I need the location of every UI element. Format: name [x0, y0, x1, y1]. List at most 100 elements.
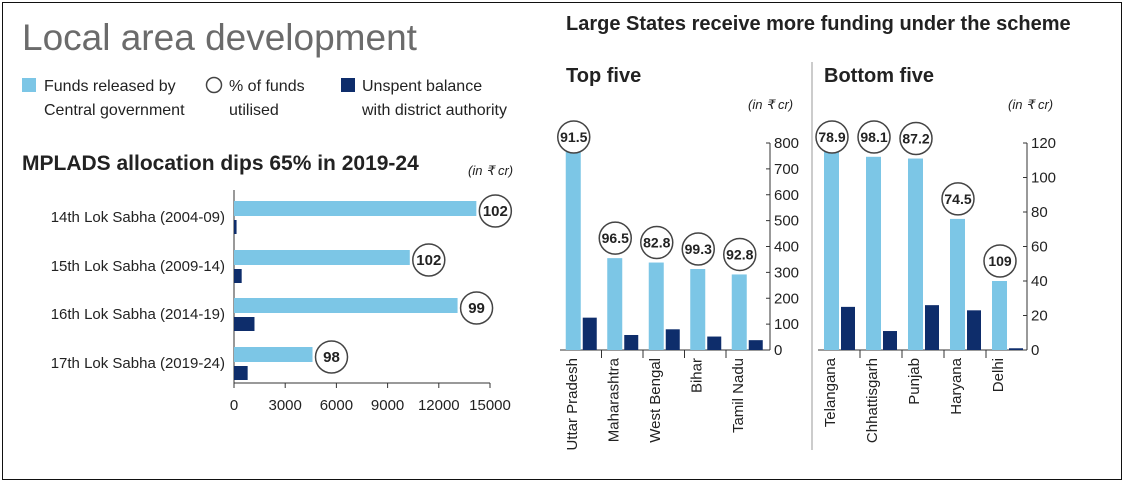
x-tick-label: 12000: [418, 397, 460, 414]
y-tick-label: 0: [1031, 342, 1039, 359]
pct-circle: [857, 120, 891, 154]
bar-unspent: [234, 269, 242, 283]
legend-label-pct-line1: % of funds: [229, 78, 305, 95]
bar-funds: [234, 347, 313, 362]
chart-bottom-five: 0 20 40 60 80 100 120 78.9 Telangana 98.1 Chhattis…: [815, 120, 1056, 443]
pct-label: 98: [323, 349, 340, 366]
x-tick-label: 15000: [469, 397, 511, 414]
category-label: Delhi: [990, 358, 1007, 392]
chart-title-mplads: MPLADS allocation dips 65% in 2019-24: [22, 152, 419, 175]
bar-unspent: [883, 331, 897, 350]
bar-funds: [565, 143, 581, 350]
bar-funds: [731, 274, 747, 350]
bar-unspent: [624, 334, 639, 350]
x-tick-label: 0: [230, 397, 238, 414]
bar-unspent: [1009, 348, 1023, 350]
category-label: Maharashtra: [605, 357, 622, 442]
bar-funds: [690, 269, 706, 350]
y-tick-label: 100: [1031, 170, 1056, 187]
pct-label: 98.1: [860, 129, 887, 145]
bar-unspent: [707, 336, 722, 350]
legend-swatch-funds: [22, 78, 36, 92]
bar-unspent: [925, 305, 939, 350]
bar-unspent: [748, 340, 763, 350]
y-tick-label: 600: [774, 187, 799, 204]
bar-unspent: [967, 310, 981, 350]
y-tick-label: 400: [774, 239, 799, 256]
category-label: 15th Lok Sabha (2009-14): [51, 258, 225, 275]
category-label: 17th Lok Sabha (2019-24): [51, 355, 225, 372]
bar-funds: [908, 158, 923, 350]
y-tick-label: 40: [1031, 273, 1048, 290]
legend-label-unspent-line2: with district authority: [361, 102, 507, 119]
category-label: Telangana: [822, 357, 839, 427]
category-label: Uttar Pradesh: [564, 358, 581, 451]
bar-unspent: [582, 317, 597, 350]
pct-circle: [557, 120, 591, 154]
y-tick-label: 100: [774, 316, 799, 333]
bar-funds: [824, 143, 839, 350]
pct-label: 109: [988, 253, 1012, 269]
legend-label-pct-line2: utilised: [229, 102, 279, 119]
bar-unspent: [234, 366, 248, 380]
panel-title-right: Large States receive more funding under …: [566, 13, 1071, 35]
x-tick-label: 9000: [371, 397, 404, 414]
panel-title: Local area development: [22, 17, 418, 58]
category-label: Chhattisgarh: [864, 358, 881, 443]
y-tick-label: 120: [1031, 135, 1056, 152]
bar-funds: [234, 298, 458, 313]
pct-label: 102: [483, 203, 508, 220]
chart-unit-bottom-five: (in ₹ cr): [1008, 97, 1053, 112]
pct-label: 99: [468, 300, 485, 317]
chart-title-top-five: Top five: [566, 65, 641, 87]
pct-circle: [899, 121, 933, 156]
category-label: Bihar: [688, 358, 705, 393]
y-tick-label: 800: [774, 135, 799, 152]
legend-label-unspent-line1: Unspent balance: [362, 78, 482, 95]
category-label: Tamil Nadu: [730, 358, 747, 433]
bar-unspent: [234, 220, 237, 234]
y-tick-label: 700: [774, 161, 799, 178]
legend-swatch-unspent: [341, 78, 355, 92]
y-tick-label: 500: [774, 213, 799, 230]
bar-funds: [648, 262, 664, 350]
pct-label: 92.8: [726, 246, 753, 262]
bar-unspent: [234, 317, 255, 331]
category-label: 16th Lok Sabha (2014-19): [51, 306, 225, 323]
pct-label: 99.3: [685, 241, 712, 257]
bar-funds: [607, 258, 623, 350]
x-tick-label: 6000: [320, 397, 353, 414]
pct-circle: [478, 194, 513, 228]
pct-circle: [412, 243, 446, 277]
pct-circle: [459, 291, 494, 325]
bar-funds: [866, 156, 881, 350]
pct-circle: [640, 225, 674, 260]
pct-label: 78.9: [818, 129, 845, 145]
category-label: West Bengal: [647, 358, 664, 443]
pct-label: 74.5: [944, 191, 971, 207]
pct-circle: [598, 221, 632, 255]
chart-title-bottom-five: Bottom five: [824, 65, 934, 87]
pct-circle: [723, 237, 757, 272]
chart-mplads: 14th Lok Sabha (2004-09) 102 15th Lok Sabh…: [51, 190, 513, 414]
y-tick-label: 300: [774, 264, 799, 281]
legend-label-funds-line2: Central government: [44, 102, 185, 119]
bar-unspent: [665, 329, 680, 350]
bar-funds: [950, 218, 965, 350]
x-tick-label: 3000: [269, 397, 302, 414]
y-tick-label: 80: [1031, 204, 1048, 221]
chart-top-five: 0 100 200 300 400 500 600 700 800 91.5 Uttar Prade…: [557, 120, 799, 451]
legend-label-funds-line1: Funds released by: [44, 78, 176, 95]
pct-label: 102: [416, 252, 441, 269]
legend-swatch-pct: [205, 76, 223, 94]
pct-label: 91.5: [560, 129, 587, 145]
chart-unit-mplads: (in ₹ cr): [468, 163, 513, 178]
pct-circle: [681, 232, 715, 266]
chart-unit-top-five: (in ₹ cr): [748, 97, 793, 112]
pct-label: 96.5: [602, 230, 629, 246]
y-tick-label: 200: [774, 290, 799, 307]
pct-circle: [815, 120, 849, 154]
category-label: Punjab: [906, 358, 923, 405]
